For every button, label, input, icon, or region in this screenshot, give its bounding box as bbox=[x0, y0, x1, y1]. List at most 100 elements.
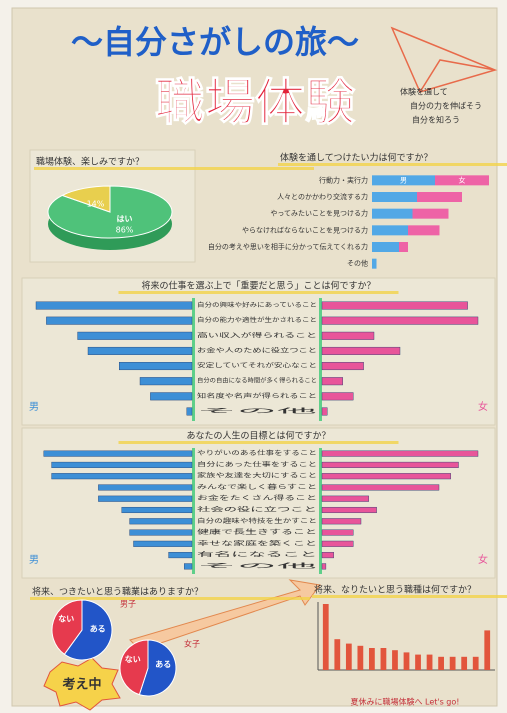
slice-label: はい bbox=[117, 214, 133, 223]
bar bbox=[87, 346, 193, 355]
chart-title: 体験を通してつけたい力は何ですか？ bbox=[280, 152, 433, 164]
bar bbox=[334, 639, 341, 670]
category-label: 社会の役に立つこと bbox=[197, 506, 317, 514]
bar-segment bbox=[417, 192, 462, 202]
bar bbox=[321, 377, 343, 386]
note-line: 体験を通して bbox=[400, 87, 448, 97]
category-label: みんなで楽しく暮らすこと bbox=[197, 483, 317, 491]
category-label: 健康で長生きすること bbox=[197, 528, 317, 536]
title-highlight bbox=[34, 167, 314, 170]
bar bbox=[77, 331, 193, 340]
category-label: その他 bbox=[197, 562, 317, 570]
bar bbox=[129, 518, 193, 525]
title: 〜自分さがしの旅〜 bbox=[71, 23, 359, 61]
title-highlight bbox=[312, 595, 507, 598]
bar bbox=[321, 484, 440, 491]
category-label: 人々とのかかわり交流する力 bbox=[277, 192, 368, 201]
bar-segment bbox=[408, 225, 440, 236]
pie-label: 女子 bbox=[184, 639, 200, 649]
value-label: 86% bbox=[116, 225, 134, 234]
bar bbox=[46, 316, 193, 325]
bar bbox=[345, 643, 352, 670]
bar-segment bbox=[372, 242, 399, 252]
category-label: その他 bbox=[347, 259, 368, 268]
category-label: 行動力・実行力 bbox=[319, 175, 368, 184]
category-label: 高い収入が得られること bbox=[197, 331, 317, 339]
pie-slice bbox=[63, 599, 113, 661]
bar bbox=[321, 331, 375, 340]
bar bbox=[321, 301, 468, 310]
chart-title: 将来の仕事を選ぶ上で「重要だと思う」ことは何ですか？ bbox=[141, 280, 375, 292]
chart-title: 将来、つきたいと思う職業はありますか？ bbox=[32, 586, 203, 598]
bar bbox=[426, 654, 433, 670]
category-label: 知名度や名声が得られること bbox=[197, 392, 317, 400]
slice-label: ない bbox=[125, 655, 141, 664]
chart-title: 将来、なりたいと思う職種は何ですか？ bbox=[314, 584, 476, 596]
bar bbox=[168, 552, 193, 559]
bar bbox=[43, 450, 193, 457]
legend-label: 女 bbox=[459, 175, 466, 184]
pie-label: 男子 bbox=[120, 600, 136, 609]
bar bbox=[51, 461, 193, 468]
bar bbox=[321, 346, 401, 355]
bar bbox=[35, 301, 193, 310]
note-line: 自分を知ろう bbox=[412, 115, 460, 125]
pie-slice bbox=[60, 185, 111, 213]
slice-label: ある bbox=[90, 625, 106, 634]
legend-label: 男 bbox=[400, 176, 407, 184]
category-label: 自分にあった仕事をすること bbox=[197, 460, 317, 468]
bar bbox=[51, 473, 193, 480]
bar bbox=[321, 540, 354, 547]
title-highlight bbox=[118, 441, 399, 444]
bar bbox=[321, 407, 328, 416]
bar-segment bbox=[372, 192, 417, 202]
bar-segment bbox=[412, 208, 449, 219]
bar bbox=[321, 461, 459, 468]
bar bbox=[121, 506, 193, 514]
bar bbox=[118, 362, 193, 371]
category-label: 家族や友達を大切にすること bbox=[197, 472, 317, 480]
category-label: お金をたくさん得ること bbox=[197, 494, 317, 502]
bar bbox=[150, 392, 193, 401]
bar bbox=[322, 604, 329, 670]
bar bbox=[139, 377, 193, 386]
slice-label: ない bbox=[58, 614, 74, 623]
bar bbox=[321, 506, 377, 514]
bar bbox=[133, 540, 193, 547]
category-label: 自分の興味や好みにあっていること bbox=[197, 301, 317, 309]
bar bbox=[98, 484, 193, 491]
bar bbox=[129, 529, 193, 536]
category-label: 安定していてそれが安心なこと bbox=[197, 362, 317, 370]
series-label: 男 bbox=[29, 554, 39, 566]
badge: 考え中 bbox=[62, 677, 101, 693]
note-line: 自分の力を伸ばそう bbox=[410, 101, 482, 111]
bar bbox=[98, 495, 193, 502]
bar bbox=[321, 362, 364, 371]
pie-slice bbox=[138, 639, 177, 697]
category-label: 自分の考えや思いを相手に分かって伝えてくれる力 bbox=[208, 242, 368, 251]
bar bbox=[183, 563, 193, 570]
bar bbox=[484, 630, 491, 670]
bar bbox=[403, 652, 410, 670]
category-label: やってみたいことを見つける力 bbox=[270, 209, 368, 218]
value-label: 14% bbox=[87, 200, 105, 209]
series-label: 女 bbox=[478, 400, 488, 413]
title-highlight bbox=[118, 291, 399, 294]
slice-label: ある bbox=[155, 660, 171, 669]
bar bbox=[449, 656, 456, 670]
bar bbox=[321, 392, 354, 401]
bar bbox=[380, 648, 387, 670]
subtitle: 職場体験 bbox=[155, 74, 356, 132]
bar bbox=[321, 529, 354, 536]
bar bbox=[392, 650, 398, 670]
divider bbox=[192, 298, 195, 421]
series-label: 女 bbox=[478, 553, 488, 566]
category-label: やらなければならないことを見つける力 bbox=[242, 225, 368, 234]
category-label: 幸せな家庭を築くこと bbox=[197, 539, 317, 547]
divider bbox=[319, 298, 322, 421]
divider bbox=[319, 448, 322, 574]
series-label: 男 bbox=[29, 401, 39, 413]
bar bbox=[438, 656, 444, 670]
bar-segment bbox=[372, 225, 408, 236]
bar bbox=[321, 473, 451, 480]
